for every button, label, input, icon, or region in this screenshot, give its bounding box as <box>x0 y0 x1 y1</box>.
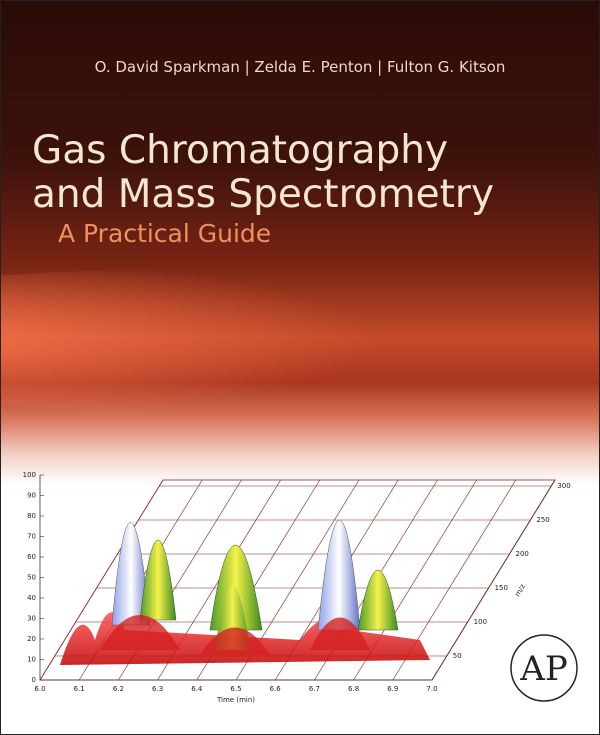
logo-ring <box>510 634 578 702</box>
peak <box>317 519 361 631</box>
y-tick-label: 100 <box>23 471 36 479</box>
x-tick-label: 6.5 <box>230 685 241 693</box>
x-tick-label: 6.7 <box>309 685 320 693</box>
title-line: and Mass Spectrometry <box>32 172 494 217</box>
y-tick-label: 40 <box>27 594 36 602</box>
y-tick-label: 20 <box>27 635 36 643</box>
y-tick-label: 10 <box>27 656 36 664</box>
y-tick-label: 90 <box>27 492 36 500</box>
mz-tick-label: 200 <box>515 550 528 558</box>
peak <box>139 539 177 621</box>
x-tick-label: 6.3 <box>152 685 163 693</box>
y-tick-label: 50 <box>27 574 36 582</box>
x-tick-label: 6.4 <box>191 685 203 693</box>
y-tick-label: 30 <box>27 615 36 623</box>
mz-tick-label: 300 <box>557 482 570 490</box>
chromatogram-figure: 0 10 20 30 40 50 60 70 80 90 100 6.0 6.1 6.2 6.3 6.4 6.5… <box>23 471 578 704</box>
grid-line <box>431 479 556 681</box>
x-tick-label: 6.9 <box>387 685 398 693</box>
mz-tick-label: 50 <box>453 652 462 660</box>
mz-tick-label: 150 <box>495 584 508 592</box>
publisher-logo: AP <box>519 649 567 689</box>
title-line: Gas Chromatography <box>32 128 448 173</box>
y-tick-label: 80 <box>27 512 36 520</box>
mz-tick-label: 100 <box>474 618 487 626</box>
x-tick-label: 6.0 <box>34 685 45 693</box>
x-axis-label: Time (min) <box>216 696 255 704</box>
y-tick-label: 70 <box>27 533 36 541</box>
peak <box>357 569 399 631</box>
y-tick-label: 60 <box>27 553 36 561</box>
glow <box>0 270 530 410</box>
grid-line <box>39 479 164 681</box>
subtitle: A Practical Guide <box>58 219 271 248</box>
x-tick-label: 6.8 <box>348 685 359 693</box>
mz-tick-label: 250 <box>536 516 549 524</box>
authors: O. David Sparkman | Zelda E. Penton | Fu… <box>95 58 506 76</box>
y-tick-label: 0 <box>32 676 36 684</box>
x-tick-label: 6.2 <box>113 685 124 693</box>
peaks <box>60 519 430 665</box>
x-tick-label: 6.6 <box>270 685 282 693</box>
x-tick-label: 7.0 <box>426 685 437 693</box>
peak <box>100 615 370 655</box>
x-tick-label: 6.1 <box>74 685 85 693</box>
